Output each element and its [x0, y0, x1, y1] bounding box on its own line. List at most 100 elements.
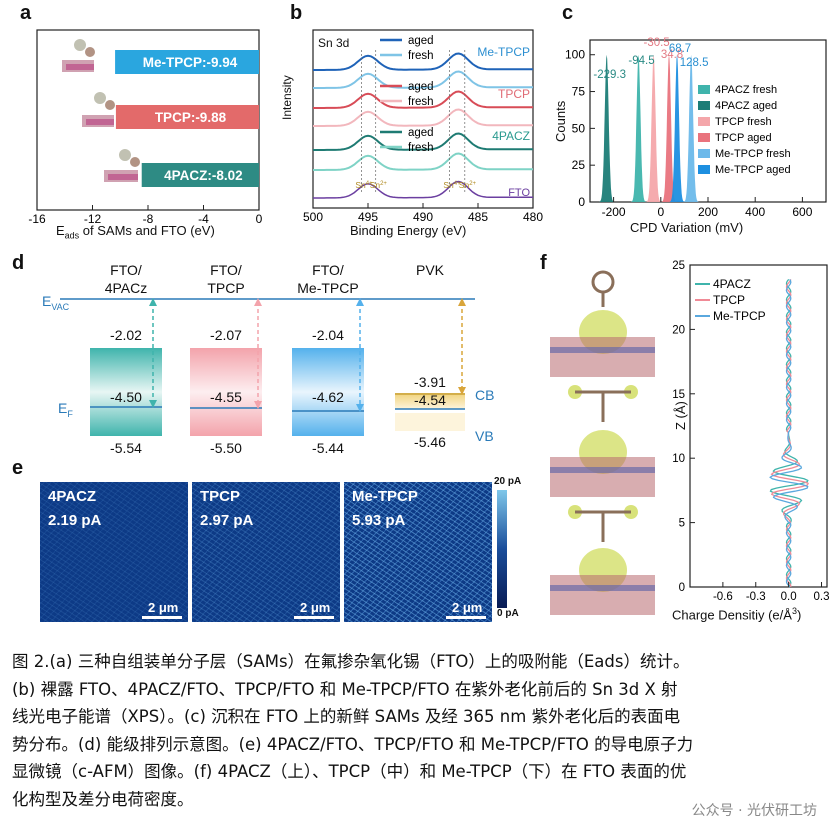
x-tick-label: 0.3 [814, 591, 830, 603]
x-tick-label: 600 [792, 205, 812, 219]
legend-fresh-label: fresh [408, 96, 434, 108]
fermi-value: -4.55 [210, 389, 242, 405]
panel-a-chart: Me-TPCP:-9.94 TPCP:-9.88 4PACZ:-8.02 -16 -1… [28, 29, 263, 226]
x-tick-label: -16 [28, 212, 46, 226]
panel-b-label: b [290, 2, 303, 24]
watermark: 公众号 · 光伏研工坊 [691, 803, 817, 819]
legend-swatch [698, 101, 710, 110]
y-tick-label: 0 [578, 195, 585, 209]
column-title: FTO/ [210, 262, 242, 278]
xps-curve [313, 180, 533, 199]
column-title: FTO/ [312, 262, 344, 278]
panel-f-structures [550, 270, 655, 615]
x-tick-label: 495 [358, 210, 378, 224]
column-subtitle: 4PACz [104, 280, 148, 296]
panel-a-xlabel: Eads of SAMs and FTO (eV) [56, 223, 215, 241]
adsorption-bar [115, 105, 259, 129]
legend-fresh-label: fresh [408, 142, 434, 154]
legend-label: TPCP aged [715, 132, 772, 144]
afm-sample-name: 4PACZ [48, 488, 97, 505]
cbar-bottom-label: 0 pA [497, 608, 519, 619]
panel-d-label: d [12, 252, 25, 274]
x-tick-label: -4 [198, 212, 209, 226]
charge-density-curve [769, 279, 809, 588]
panel-f-label: f [540, 252, 547, 274]
homo-value: -5.50 [210, 440, 242, 456]
x-tick-label: 500 [303, 210, 323, 224]
x-tick-label: 490 [413, 210, 433, 224]
legend-aged-label: aged [408, 35, 434, 47]
afm-sample-name: TPCP [200, 488, 241, 505]
cpd-distribution [683, 54, 699, 203]
scale-bar [142, 616, 182, 619]
panel-c-label: c [562, 2, 574, 24]
legend-label: Me-TPCP [713, 309, 766, 323]
molecule-illustration-2 [82, 92, 115, 127]
panel-a-label: a [20, 2, 32, 24]
panel-b-title: Sn 3d [318, 36, 350, 50]
x-tick-label: 0 [256, 212, 263, 226]
afm-current-value: 5.93 pA [352, 512, 406, 529]
sn-state-label: Sn4+ [443, 180, 461, 190]
panel-b-xlabel: Binding Energy (eV) [350, 223, 467, 238]
afm-current-value: 2.19 pA [48, 512, 102, 529]
fermi-value: -4.62 [312, 389, 344, 405]
legend-label: TPCP fresh [715, 116, 772, 128]
caption-line-2: (b) 裸露 FTO、4PACZ/FTO、TPCP/FTO 和 Me-TPCP/… [12, 679, 678, 699]
peak-value-label: -30.5 [643, 37, 669, 49]
sn-state-label: Sn4+ [355, 180, 373, 190]
homo-value: -5.46 [414, 434, 446, 450]
fto-label: FTO [508, 187, 530, 199]
legend-swatch [698, 133, 710, 142]
scale-bar-label: 2 μm [148, 600, 179, 615]
fermi-value: -4.54 [414, 392, 446, 408]
caption-line-1: 图 2.(a) 三种自组装单分子层（SAMs）在氟掺杂氧化锡（FTO）上的吸附能… [12, 652, 690, 671]
y-tick-label: 100 [565, 48, 585, 62]
legend-label: Me-TPCP aged [715, 164, 791, 176]
panel-f-xlabel: Charge Densitiy (e/Å3) [672, 606, 802, 623]
molecule-illustration-3 [104, 149, 140, 182]
x-tick-label: -0.6 [713, 591, 733, 603]
caption-line-6: 化构型及差分电荷密度。 [12, 789, 194, 809]
legend-aged-label: aged [408, 127, 434, 139]
y-tick-label: 25 [672, 260, 685, 272]
molecule-illustration-1 [62, 39, 95, 72]
xps-curve [313, 108, 533, 127]
peak-value-label: 34.8 [661, 49, 683, 61]
band-pvk-cb [395, 393, 465, 409]
panel-c-ylabel: Counts [553, 100, 568, 142]
panel-c-xlabel: CPD Variation (mV) [630, 220, 744, 235]
ef-label: EF [58, 400, 73, 419]
homo-value: -5.44 [312, 440, 344, 456]
column-subtitle: TPCP [207, 280, 245, 296]
cbar-top-label: 20 pA [494, 476, 522, 487]
band-metpcp [292, 348, 364, 436]
lumo-value: -2.02 [110, 327, 142, 343]
band-pvk-vb [395, 413, 465, 431]
adsorption-bar-label: Me-TPCP:-9.94 [143, 55, 238, 70]
panel-b-chart: aged fresh Me-TPCP aged fresh TPCP aged fresh 4P… [303, 29, 543, 224]
scale-bar [446, 616, 486, 619]
scale-bar-label: 2 μm [300, 600, 331, 615]
peak-value-label: 68.7 [669, 43, 691, 55]
lumo-value: -2.07 [210, 327, 242, 343]
afm-colorbar [497, 490, 507, 608]
column-title: FTO/ [110, 262, 142, 278]
legend-swatch [698, 165, 710, 174]
series-name-label: 4PACZ [492, 129, 530, 143]
x-tick-label: -0.3 [746, 591, 766, 603]
legend-fresh-label: fresh [408, 50, 434, 62]
peak-value-label: -229.3 [593, 69, 626, 81]
legend-label: 4PACZ aged [715, 100, 777, 112]
scale-bar [294, 616, 334, 619]
evac-label: EVAC [42, 293, 70, 312]
y-tick-label: 50 [572, 121, 586, 135]
adsorption-bar-label: 4PACZ:-8.02 [164, 168, 243, 183]
panel-e-label: e [12, 457, 24, 479]
structure-tpcp [550, 385, 655, 497]
adsorption-bar [115, 50, 260, 74]
legend-label: Me-TPCP fresh [715, 148, 791, 160]
sn-state-label: Sn2+ [370, 180, 388, 190]
y-tick-label: 5 [679, 518, 685, 530]
caption-line-5: 显微镜（c-AFM）图像。(f) 4PACZ（上）、TPCP（中）和 Me-TP… [12, 762, 687, 781]
